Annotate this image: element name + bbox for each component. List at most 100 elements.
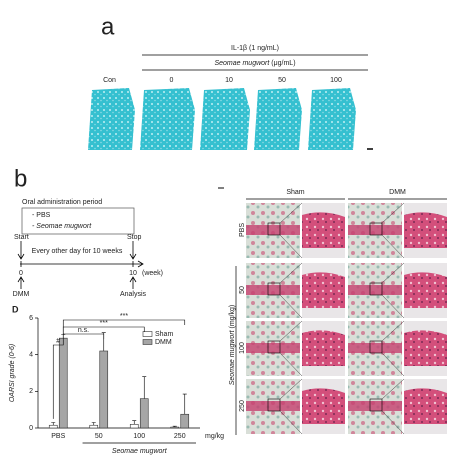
cartilage <box>246 285 300 295</box>
cartilage <box>348 343 402 353</box>
stop: Stop <box>127 234 142 241</box>
bar <box>180 413 190 429</box>
cartilage-high <box>404 212 447 248</box>
micrograph <box>88 88 135 150</box>
row-axis-name: Seomae mugwort <box>229 329 236 385</box>
bar <box>129 424 139 429</box>
box-title: Oral administration period <box>22 199 102 206</box>
roi <box>267 398 281 412</box>
legend-label: Sham <box>155 331 173 338</box>
panel-label: D <box>12 304 19 314</box>
treatment: IL-1β (1 ng/mL) <box>231 45 279 52</box>
panel-label: b <box>14 165 27 192</box>
row-label: 100 <box>239 342 246 354</box>
x-tick-label: 50 <box>95 433 103 440</box>
cartilage <box>246 401 300 411</box>
row-label: 250 <box>239 400 246 412</box>
x-tick-label: PBS <box>51 433 65 440</box>
zoom-line <box>279 262 303 319</box>
micrograph <box>254 88 302 150</box>
axis-end: 10 <box>129 270 137 277</box>
annotation: n.s. <box>78 327 89 334</box>
schedule: Every other day for 10 weeks <box>32 248 123 255</box>
group-label: 0 <box>170 77 174 84</box>
roi <box>267 340 281 354</box>
box-item: - Seomae mugwort <box>32 223 92 230</box>
cartilage-high <box>302 388 345 424</box>
group-label: 10 <box>225 77 233 84</box>
sig-bracket <box>62 326 145 333</box>
bar <box>139 398 149 429</box>
concentration-name: Seomae mugwort <box>214 60 270 67</box>
bar <box>170 426 180 429</box>
cartilage-high <box>302 212 345 248</box>
box-item: - PBS <box>32 212 51 219</box>
roi <box>369 222 383 236</box>
axis-start: 0 <box>19 270 23 277</box>
roi <box>267 282 281 296</box>
annotation: *** <box>100 320 108 327</box>
bar <box>58 337 68 429</box>
sig-bracket <box>62 332 105 339</box>
sig-bracket <box>52 332 64 419</box>
y-tick-label: 4 <box>29 352 33 359</box>
zoom-line <box>381 320 405 377</box>
row-axis: Seomae mugwort (mg/kg) <box>229 305 236 386</box>
bar <box>48 424 58 429</box>
zoom-line <box>381 378 405 435</box>
column-label: DMM <box>389 189 406 196</box>
y-axis-label: OARSI grade (0-6) <box>9 344 16 402</box>
start-event: DMM <box>13 291 30 298</box>
concentration-unit: (μg/mL) <box>271 60 295 67</box>
cartilage-high <box>404 330 447 366</box>
column-label: Sham <box>286 189 304 196</box>
sig-bracket <box>62 319 186 333</box>
roi <box>267 222 281 236</box>
time-axis <box>20 260 144 268</box>
x-tick-label: 250 <box>174 433 186 440</box>
cartilage-high <box>302 330 345 366</box>
micrograph <box>200 88 250 150</box>
bar <box>89 424 99 429</box>
axis-unit: (week) <box>142 270 163 277</box>
concentration: Seomae mugwort (μg/mL) <box>214 60 295 67</box>
y-tick-label: 0 <box>29 425 33 432</box>
start: Start <box>14 234 29 241</box>
group-label: 50 <box>278 77 286 84</box>
cartilage <box>246 225 300 235</box>
y-tick-label: 2 <box>29 388 33 395</box>
error-bar <box>182 393 187 415</box>
row-axis-unit: (mg/kg) <box>229 305 236 329</box>
y-tick-label: 6 <box>29 315 33 322</box>
legend-label: DMM <box>155 339 172 346</box>
bar <box>99 350 109 429</box>
annotation: # <box>56 338 60 345</box>
x-unit: mg/kg <box>205 433 224 440</box>
zoom-line <box>381 262 405 319</box>
micrograph <box>140 88 195 150</box>
arrow <box>17 241 137 260</box>
cartilage <box>246 343 300 353</box>
cartilage <box>348 285 402 295</box>
legend-swatch <box>142 331 153 337</box>
error-bar <box>142 376 147 399</box>
zoom-line <box>381 202 405 259</box>
cartilage <box>348 225 402 235</box>
zoom-line <box>279 378 303 435</box>
cartilage <box>348 401 402 411</box>
cartilage-high <box>302 272 345 308</box>
x-tick-label: 100 <box>133 433 145 440</box>
zoom-line <box>279 320 303 377</box>
box <box>21 207 135 235</box>
x-group-label: Seomae mugwort <box>112 448 168 455</box>
roi <box>369 340 383 354</box>
cartilage-high <box>404 272 447 308</box>
row-label: 50 <box>239 286 246 294</box>
group-label: Con <box>103 77 116 84</box>
panel-label: a <box>101 13 115 40</box>
cartilage-high <box>404 388 447 424</box>
annotation: *** <box>120 313 128 320</box>
arrow <box>17 276 137 289</box>
roi <box>369 398 383 412</box>
